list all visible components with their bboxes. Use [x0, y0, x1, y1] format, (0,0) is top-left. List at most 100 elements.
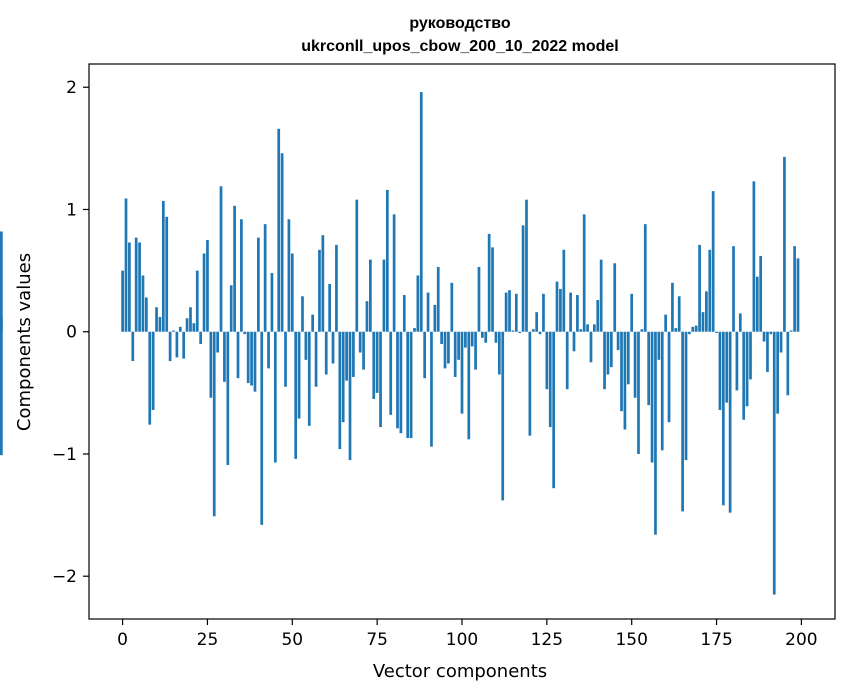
bar: [769, 331, 773, 335]
bar: [324, 331, 328, 375]
bar: [776, 331, 779, 414]
bar: [603, 331, 606, 390]
bar: [416, 275, 420, 332]
bar: [732, 246, 735, 332]
bar: [392, 214, 396, 332]
bar: [521, 225, 525, 332]
bar: [525, 199, 528, 332]
bar: [718, 331, 722, 410]
bar: [182, 331, 186, 359]
bar: [572, 331, 576, 352]
bar: [589, 331, 593, 363]
bar: [178, 326, 182, 332]
bar: [613, 263, 617, 332]
chart-title: руководство: [409, 15, 511, 32]
bar: [616, 331, 620, 351]
bar: [335, 244, 338, 332]
bar: [250, 331, 253, 386]
bar: [233, 205, 236, 332]
bar: [752, 181, 756, 332]
bar: [542, 293, 545, 332]
bar: [786, 331, 790, 396]
bar: [131, 331, 135, 362]
bar: [508, 290, 511, 332]
bar: [721, 331, 725, 506]
bar: [409, 331, 413, 439]
bar: [504, 292, 508, 332]
bar: [297, 331, 301, 419]
bar: [725, 331, 729, 403]
bar: [664, 314, 667, 332]
bar: [677, 296, 681, 332]
bar: [382, 259, 386, 332]
bar: [552, 331, 555, 489]
bar: [430, 331, 433, 447]
bar: [735, 331, 739, 391]
bar: [586, 324, 589, 332]
bar: [694, 325, 698, 332]
bar: [579, 329, 583, 332]
bar: [671, 282, 674, 332]
bar: [426, 292, 430, 332]
bar: [158, 317, 162, 332]
bar: [481, 331, 484, 338]
bar: [464, 331, 467, 348]
bar: [450, 282, 454, 332]
bar: [141, 275, 145, 332]
bar: [460, 331, 464, 414]
bar: [650, 331, 654, 463]
bar: [555, 281, 559, 332]
bar: [749, 331, 752, 380]
bar: [711, 191, 715, 332]
bar: [630, 293, 634, 332]
bar: [321, 235, 325, 332]
bar: [413, 328, 416, 332]
bar: [311, 314, 315, 332]
bar: [341, 331, 345, 423]
bar: [453, 331, 457, 377]
bar: [491, 247, 494, 332]
bar: [355, 199, 359, 332]
bar: [691, 326, 695, 332]
bar: [759, 255, 763, 332]
bar: [715, 331, 718, 333]
bar: [216, 331, 219, 353]
bar: [202, 253, 206, 332]
bar: [593, 324, 596, 332]
bar: [226, 331, 230, 465]
bar: [766, 331, 769, 373]
bar: [626, 331, 630, 385]
bar: [436, 266, 440, 332]
bar: [514, 293, 518, 332]
bar: [121, 270, 124, 332]
bar: [684, 331, 688, 461]
bar: [681, 331, 684, 512]
bar: [314, 331, 318, 387]
bar: [243, 331, 247, 335]
bar: [399, 331, 403, 434]
bar: [172, 330, 175, 332]
bar: [358, 331, 362, 353]
bar: [246, 331, 250, 384]
bar: [151, 331, 155, 410]
bar: [369, 259, 372, 332]
bar: [270, 273, 274, 332]
bar: [294, 331, 298, 459]
y-axis-label: Components values: [14, 253, 35, 431]
bar: [562, 249, 566, 332]
bar: [660, 331, 664, 451]
bar: [168, 331, 172, 362]
bar: [301, 296, 304, 332]
bar: [352, 331, 355, 377]
bar: [606, 331, 610, 375]
bar: [467, 331, 471, 440]
bar: [528, 331, 532, 436]
bar: [745, 331, 749, 407]
bar: [260, 331, 264, 525]
bar: [287, 219, 291, 332]
bar: [783, 156, 786, 332]
bar: [145, 297, 148, 332]
x-tick-label: 0: [117, 630, 128, 650]
